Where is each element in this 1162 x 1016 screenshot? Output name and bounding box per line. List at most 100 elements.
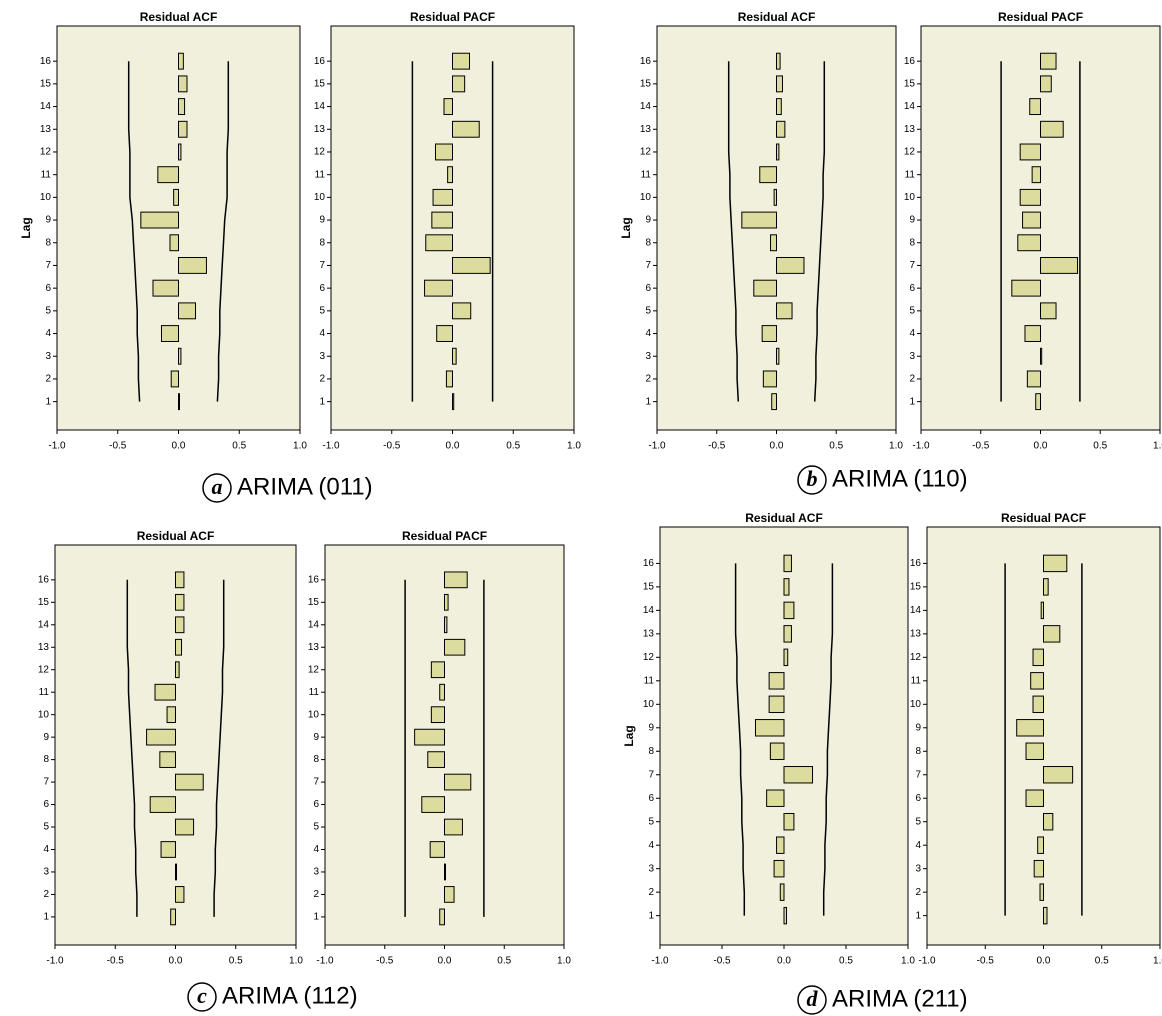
bar — [447, 166, 454, 184]
bar — [444, 773, 472, 791]
x-tick-label: 0.5 — [829, 441, 843, 452]
x-tick-label: 0.0 — [1034, 441, 1048, 452]
caption-circle — [202, 473, 232, 503]
y-tick-label: 2 — [648, 887, 654, 898]
y-tick-label: 16 — [308, 574, 320, 585]
bar — [175, 661, 180, 679]
bar — [779, 883, 785, 901]
bar — [178, 347, 182, 365]
y-tick-label: 1 — [915, 910, 921, 921]
y-tick-label: 10 — [910, 699, 922, 710]
x-tick-label: -0.5 — [376, 956, 394, 967]
x-tick-label: 0.0 — [446, 441, 460, 452]
y-tick-label: 12 — [314, 147, 326, 158]
bar — [753, 279, 777, 297]
bar — [766, 789, 785, 807]
x-tick-label: 1.0 — [1153, 956, 1162, 967]
chart-title: Residual PACF — [1001, 511, 1086, 525]
bar — [783, 648, 789, 667]
y-tick-label: 13 — [308, 642, 320, 653]
caption-letter: a — [212, 474, 223, 499]
confidence-limit — [127, 61, 141, 402]
bar — [776, 98, 782, 116]
bar — [444, 863, 446, 881]
bar — [170, 908, 176, 926]
chart-title: Residual ACF — [140, 10, 218, 24]
y-tick-label: 13 — [38, 642, 50, 653]
bar — [434, 143, 453, 161]
y-tick-label: 8 — [645, 237, 651, 248]
y-tick-label: 11 — [315, 169, 326, 180]
y-tick-label: 6 — [648, 793, 654, 804]
bar — [770, 234, 778, 252]
caption-letter: c — [197, 983, 207, 1008]
x-tick-label: -1.0 — [918, 956, 936, 967]
bar — [1017, 234, 1041, 252]
bar — [1033, 859, 1045, 878]
caption: a ARIMA (011) — [202, 473, 373, 503]
y-tick-label: 9 — [909, 215, 915, 226]
y-tick-label: 15 — [640, 79, 652, 90]
bar — [776, 836, 785, 854]
y-tick-label: 12 — [308, 664, 320, 675]
bar — [444, 818, 463, 836]
y-tick-label: 5 — [313, 822, 319, 833]
bar — [776, 302, 793, 320]
chart: Residual ACF-1.0 -0.5 0.0 0.5 1.012345678910… — [38, 529, 304, 966]
x-tick-label: -0.5 — [107, 956, 125, 967]
chart-title: Residual ACF — [137, 529, 215, 543]
bar — [452, 302, 472, 320]
y-tick-label: 6 — [645, 283, 651, 294]
y-tick-label: 3 — [313, 867, 319, 878]
x-tick-label: 0.0 — [770, 441, 784, 452]
bar — [175, 638, 183, 656]
y-tick-label: 7 — [645, 260, 651, 271]
y-tick-label: 1 — [45, 396, 51, 407]
y-tick-label: 7 — [915, 769, 921, 780]
bar — [430, 661, 446, 679]
bar — [160, 325, 180, 342]
y-tick-label: 1 — [319, 396, 325, 407]
caption-text: ARIMA (211) — [832, 985, 968, 1012]
bar — [1040, 302, 1057, 320]
x-tick-label: 0.5 — [1093, 441, 1107, 452]
y-tick-label: 1 — [909, 396, 915, 407]
bar — [1043, 812, 1054, 831]
x-tick-label: 0.5 — [232, 441, 246, 452]
y-tick-label: 11 — [644, 675, 655, 686]
y-tick-label: 12 — [38, 664, 50, 675]
y-tick-label: 15 — [308, 597, 320, 608]
caption-letter: d — [807, 986, 819, 1011]
bar — [1035, 393, 1041, 411]
x-tick-label: 0.5 — [839, 956, 853, 967]
y-tick-label: 13 — [640, 124, 652, 135]
y-tick-label: 6 — [915, 793, 921, 804]
y-tick-label: 7 — [313, 777, 319, 788]
y-tick-label: 11 — [905, 169, 916, 180]
bar — [445, 370, 453, 388]
y-tick-label: 10 — [640, 192, 652, 203]
bar — [1016, 719, 1045, 737]
bar — [783, 578, 790, 596]
y-tick-label: 5 — [645, 305, 651, 316]
confidence-limit — [727, 61, 740, 402]
y-tick-label: 11 — [641, 169, 652, 180]
bar — [1043, 625, 1061, 643]
bar — [427, 751, 445, 768]
caption-circle — [187, 982, 217, 1012]
caption-circle — [797, 465, 827, 495]
y-tick-label: 8 — [45, 237, 51, 248]
x-tick-label: 0.5 — [1095, 956, 1109, 967]
y-tick-label: 15 — [643, 582, 655, 593]
x-tick-label: -0.5 — [109, 441, 127, 452]
bar — [154, 683, 176, 701]
x-tick-label: 1.0 — [889, 441, 903, 452]
y-tick-label: 16 — [38, 574, 50, 585]
bar — [169, 234, 179, 252]
y-tick-label: 15 — [314, 79, 326, 90]
bar — [173, 188, 179, 206]
y-tick-label: 16 — [643, 558, 655, 569]
